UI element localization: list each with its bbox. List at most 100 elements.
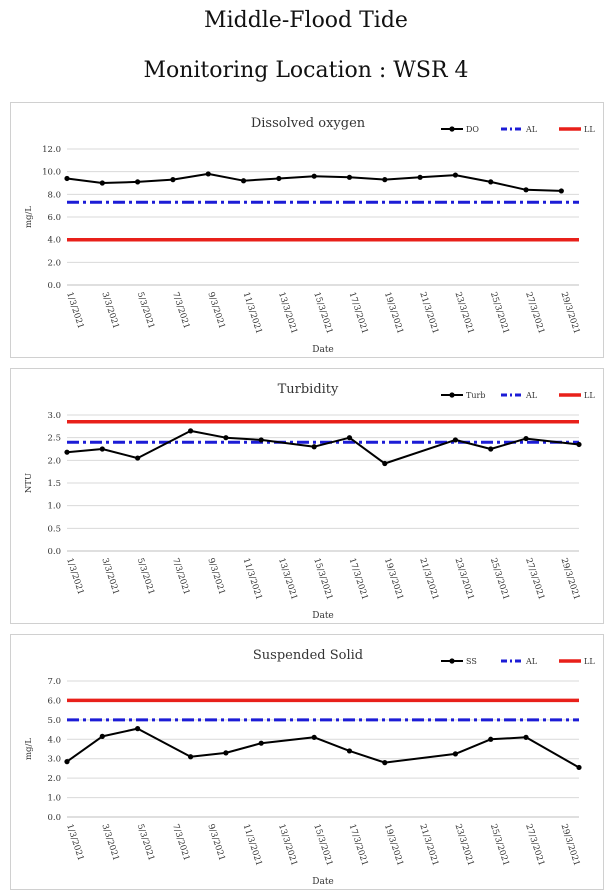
y-tick-label: 6.0 <box>47 213 61 223</box>
chart-panel-suspended-solid: Suspended Solid 0.0 1.0 2.0 3.0 4.0 5.0 6.0 7.0 m… <box>10 634 604 890</box>
chart-dissolved-oxygen: Dissolved oxygen 0.0 2.0 4.0 6.0 8.0 10.0 12.0 m… <box>24 116 595 355</box>
legend-marker <box>449 658 455 664</box>
data-point <box>311 444 317 450</box>
x-tick-label: 9/3/2021 <box>205 823 226 862</box>
legend-marker <box>449 392 455 398</box>
data-point <box>258 437 264 443</box>
data-point <box>223 435 229 441</box>
y-tick-label: 6.0 <box>47 696 61 706</box>
legend-label: Turb <box>466 391 485 400</box>
data-point <box>276 175 282 182</box>
y-tick-label: 1.0 <box>47 502 61 512</box>
x-tick-label: 9/3/2021 <box>205 557 226 596</box>
x-tick-label: 3/3/2021 <box>99 823 120 862</box>
data-point <box>187 754 194 760</box>
x-tick-label: 29/3/2021 <box>558 823 581 868</box>
data-point <box>523 734 529 740</box>
x-tick-label: 25/3/2021 <box>488 557 511 602</box>
x-tick-label: 1/3/2021 <box>64 557 85 596</box>
y-tick-label: 0.0 <box>47 813 61 823</box>
y-tick-label: 8.0 <box>47 190 61 200</box>
data-point <box>99 733 105 739</box>
data-point <box>452 172 459 178</box>
y-tick-label: 0.0 <box>47 281 61 291</box>
x-tick-label: 23/3/2021 <box>453 291 476 336</box>
y-tick-label: 2.0 <box>47 774 61 784</box>
y-tick-label: 2.0 <box>47 456 61 466</box>
legend-label: SS <box>466 657 477 666</box>
x-tick-label: 7/3/2021 <box>170 557 191 596</box>
data-point <box>382 760 388 766</box>
x-tick-label: 15/3/2021 <box>311 557 334 602</box>
x-tick-label: 27/3/2021 <box>523 823 546 868</box>
data-point <box>488 179 494 185</box>
legend-label: DO <box>466 125 479 134</box>
data-point <box>523 435 529 442</box>
x-axis-label: Date <box>312 345 334 355</box>
x-tick-label: 3/3/2021 <box>99 291 120 330</box>
y-tick-label: 0.5 <box>47 524 61 534</box>
x-tick-label: 15/3/2021 <box>311 823 334 868</box>
data-point <box>64 759 70 765</box>
x-tick-label: 19/3/2021 <box>382 823 405 868</box>
x-tick-label: 11/3/2021 <box>241 291 264 336</box>
x-tick-label: 23/3/2021 <box>453 557 476 602</box>
data-point <box>523 187 529 193</box>
x-tick-label: 5/3/2021 <box>135 291 156 330</box>
page-subtitle: Monitoring Location : WSR 4 <box>143 58 469 83</box>
x-tick-label: 1/3/2021 <box>64 291 85 330</box>
y-tick-label: 7.0 <box>47 677 61 687</box>
y-tick-label: 4.0 <box>47 236 61 246</box>
x-tick-label: 11/3/2021 <box>241 557 264 602</box>
x-tick-label: 17/3/2021 <box>347 823 370 868</box>
data-point <box>488 736 494 742</box>
x-tick-label: 17/3/2021 <box>347 291 370 336</box>
legend-label: LL <box>584 125 595 134</box>
series-line-turb <box>66 429 580 465</box>
x-tick-label: 7/3/2021 <box>170 823 191 862</box>
chart-turbidity: Turbidity 0.0 0.5 1.0 1.5 2.0 2.5 3.0 NTU 1/3/202… <box>24 382 595 621</box>
data-point <box>205 171 211 177</box>
data-point <box>311 734 317 740</box>
data-point <box>64 175 70 182</box>
x-tick-label: 21/3/2021 <box>417 823 440 868</box>
x-tick-label: 15/3/2021 <box>311 291 334 336</box>
series-line-ss <box>66 727 580 769</box>
x-tick-label: 13/3/2021 <box>276 291 299 336</box>
page-title: Middle-Flood Tide <box>204 8 408 33</box>
y-axis-label: mg/L <box>24 738 34 760</box>
y-axis-label: mg/L <box>24 206 34 228</box>
x-tick-label: 27/3/2021 <box>523 291 546 336</box>
x-tick-label: 1/3/2021 <box>64 823 85 862</box>
y-tick-label: 0.0 <box>47 547 61 557</box>
x-tick-label: 13/3/2021 <box>276 823 299 868</box>
x-tick-label: 5/3/2021 <box>135 557 156 596</box>
data-point <box>99 446 105 452</box>
chart-title: Turbidity <box>278 382 339 397</box>
x-tick-label: 3/3/2021 <box>99 557 120 596</box>
x-tick-label: 29/3/2021 <box>558 291 581 336</box>
x-tick-label: 27/3/2021 <box>523 557 546 602</box>
data-point <box>240 178 247 184</box>
data-point <box>576 441 582 448</box>
chart-panel-dissolved-oxygen: Dissolved oxygen 0.0 2.0 4.0 6.0 8.0 10.0 12.0 m… <box>10 102 604 358</box>
y-tick-label: 3.0 <box>47 411 61 421</box>
x-tick-label: 19/3/2021 <box>382 557 405 602</box>
data-point <box>187 428 194 434</box>
x-axis-label: Date <box>312 877 334 887</box>
x-tick-label: 25/3/2021 <box>488 823 511 868</box>
x-tick-label: 11/3/2021 <box>241 823 264 868</box>
data-point <box>346 748 353 754</box>
legend-label: LL <box>584 391 595 400</box>
legend-label: AL <box>525 391 538 400</box>
legend-label: AL <box>525 657 538 666</box>
legend-label: AL <box>525 125 538 134</box>
data-point <box>452 437 459 443</box>
y-tick-label: 3.0 <box>47 755 61 765</box>
chart-title: Suspended Solid <box>253 648 363 663</box>
data-point <box>135 455 141 461</box>
data-point <box>170 177 176 183</box>
data-point <box>558 188 564 194</box>
data-point <box>258 740 264 746</box>
data-point <box>64 449 70 455</box>
